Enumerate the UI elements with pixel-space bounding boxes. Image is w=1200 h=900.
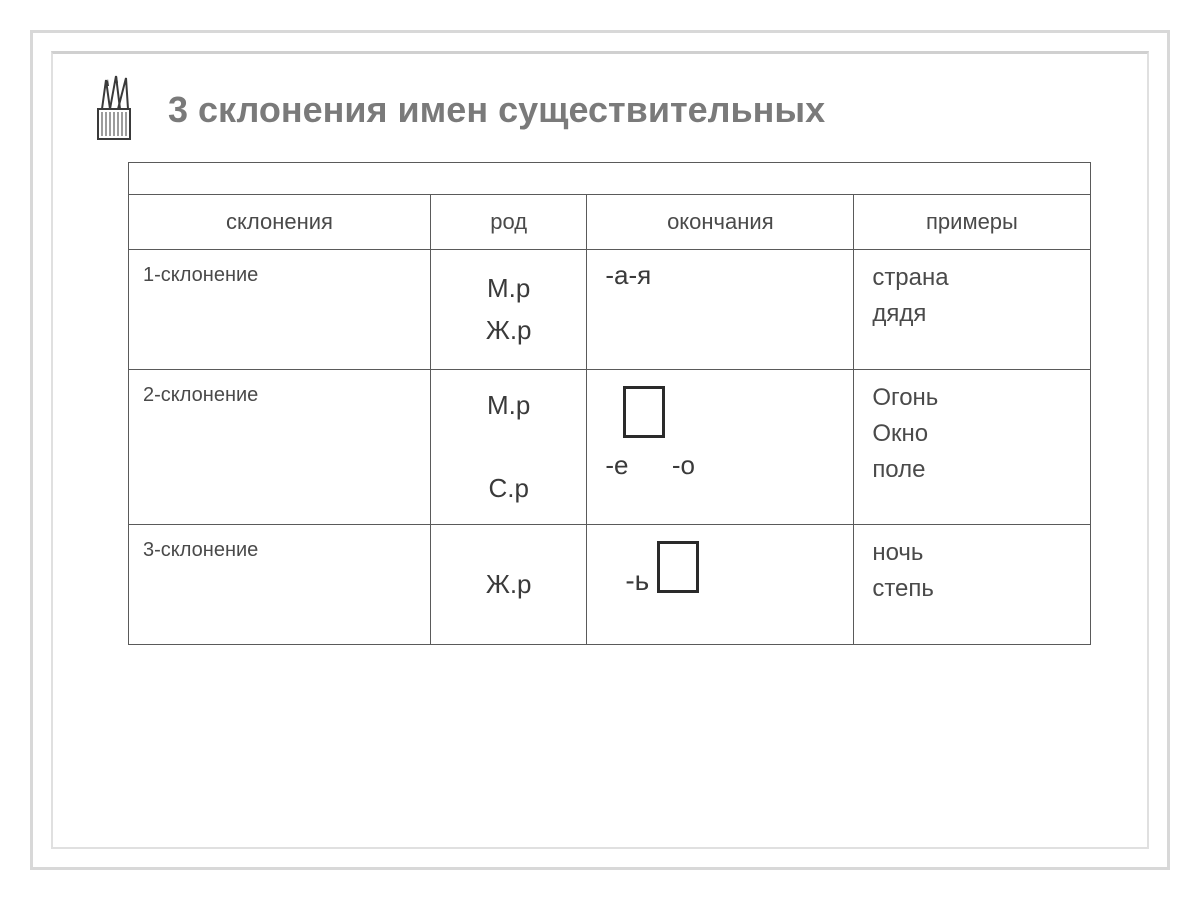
example-cell: странадядя	[854, 250, 1090, 370]
table-header-row: склонения род окончания примеры	[129, 195, 1091, 250]
table-row: 1-склонение М.рЖ.р -а-я странадядя	[129, 250, 1091, 370]
header-gender: род	[431, 195, 587, 250]
ending-cell: -ь	[587, 525, 854, 645]
ending-text: -а-я	[605, 260, 651, 290]
gender-cell: М.рС.р	[431, 370, 587, 525]
table-spacer-row	[129, 163, 1091, 195]
declension-label: 2-склонение	[129, 370, 431, 525]
ending-text: -е -о	[605, 450, 839, 481]
header-declension: склонения	[129, 195, 431, 250]
table-row: 3-склонение Ж.р -ь ночьстепь	[129, 525, 1091, 645]
gender-cell: М.рЖ.р	[431, 250, 587, 370]
ending-text: -ь	[625, 565, 649, 597]
header-endings: окончания	[587, 195, 854, 250]
header-row: 3 склонения имен существительных	[88, 79, 1112, 144]
example-cell: ночьстепь	[854, 525, 1090, 645]
declension-label: 3-склонение	[129, 525, 431, 645]
ending-box-icon	[623, 386, 665, 438]
outer-frame: 3 склонения имен существительных склонен…	[30, 30, 1170, 870]
declension-label: 1-склонение	[129, 250, 431, 370]
ending-cell: -е -о	[587, 370, 854, 525]
table-row: 2-склонение М.рС.р -е -о ОгоньОкнополе	[129, 370, 1091, 525]
pencil-cup-icon	[88, 74, 148, 144]
example-cell: ОгоньОкнополе	[854, 370, 1090, 525]
header-examples: примеры	[854, 195, 1090, 250]
page-title: 3 склонения имен существительных	[168, 79, 825, 131]
declension-table: склонения род окончания примеры 1-склоне…	[128, 162, 1091, 645]
inner-frame: 3 склонения имен существительных склонен…	[51, 51, 1149, 849]
gender-cell: Ж.р	[431, 525, 587, 645]
ending-cell: -а-я	[587, 250, 854, 370]
ending-box-icon	[657, 541, 699, 593]
